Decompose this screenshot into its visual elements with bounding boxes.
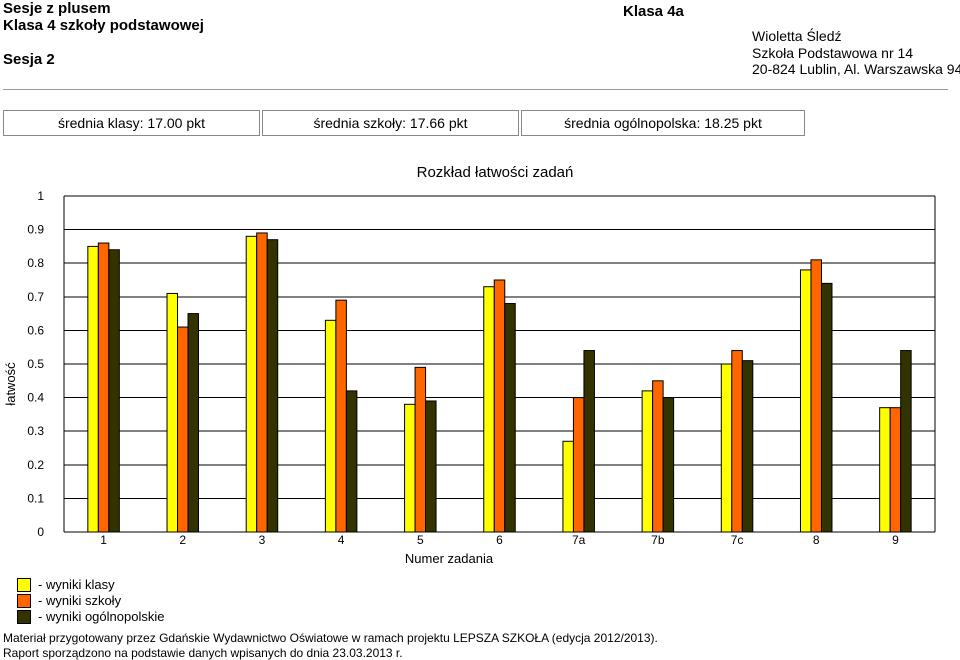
y-tick-label: 0.9 xyxy=(27,223,44,237)
bar xyxy=(187,313,200,533)
bar xyxy=(245,235,258,533)
bar xyxy=(741,360,754,533)
legend-swatch-national xyxy=(17,610,31,624)
bar xyxy=(108,249,120,533)
footer-date: Raport sporządzono na podstawie danych w… xyxy=(3,646,403,660)
y-axis-label: łatwość xyxy=(3,362,18,406)
y-tick-label: 0.6 xyxy=(27,323,44,337)
bar xyxy=(879,407,891,533)
bar xyxy=(900,350,912,533)
bar xyxy=(720,363,733,533)
bar xyxy=(562,440,574,533)
bar xyxy=(425,400,437,533)
class-average: średnia klasy: 17.00 pkt xyxy=(57,115,206,131)
legend-swatch-class xyxy=(17,578,31,592)
bar xyxy=(799,269,812,533)
school-name: Szkoła Podstawowa nr 14 xyxy=(752,44,914,61)
bar xyxy=(414,366,427,533)
header-separator xyxy=(3,89,948,90)
y-tick-label: 0.1 xyxy=(27,491,44,505)
x-axis-ticks: 1 2 3 4 5 6 7a 7b 7c 8 9 xyxy=(100,533,899,547)
school-average-box: średnia szkoły: 17.66 pkt xyxy=(262,110,519,136)
bar xyxy=(256,232,268,533)
y-tick-label: 0.4 xyxy=(27,391,44,405)
bar xyxy=(335,299,347,533)
legend-label-school: - wyniki szkoły xyxy=(38,593,122,608)
bar xyxy=(493,279,506,533)
bar xyxy=(87,245,99,533)
y-tick-label: 0.2 xyxy=(27,458,44,472)
x-tick-label: 8 xyxy=(813,533,820,547)
x-tick-label: 1 xyxy=(100,533,107,547)
legend-label-class: - wyniki klasy xyxy=(38,577,115,592)
bar xyxy=(572,397,585,533)
bar xyxy=(177,326,189,533)
national-average: średnia ogólnopolska: 18.25 pkt xyxy=(564,115,762,131)
bar xyxy=(889,407,902,533)
y-tick-label: 0.7 xyxy=(27,290,44,304)
chart-title: Rozkład łatwości zadań xyxy=(417,164,574,181)
bar xyxy=(97,242,110,533)
bar xyxy=(731,350,743,533)
x-tick-label: 4 xyxy=(338,533,345,547)
teacher-name: Wioletta Śledź xyxy=(752,28,842,44)
bar xyxy=(166,292,179,533)
bar xyxy=(662,397,675,533)
difficulty-chart: Rozkład łatwości zadań Numer zadania łat… xyxy=(3,164,936,566)
legend-swatch-school xyxy=(17,594,31,608)
y-tick-label: 0 xyxy=(37,525,44,539)
x-tick-label: 7b xyxy=(651,533,665,547)
x-tick-label: 5 xyxy=(417,533,424,547)
school-info: Wioletta Śledź Szkoła Podstawowa nr 14 2… xyxy=(752,28,960,78)
national-average-box: średnia ogólnopolska: 18.25 pkt xyxy=(521,110,805,136)
legend-label-national: - wyniki ogólnopolskie xyxy=(38,609,165,624)
report-header: Sesje z plusem Klasa 4 szkoły podstawowe… xyxy=(3,0,204,68)
session-label: Sesja 2 xyxy=(3,51,55,68)
bar xyxy=(652,380,664,533)
bar xyxy=(504,303,516,533)
y-tick-label: 0.3 xyxy=(27,424,44,438)
bar xyxy=(583,350,595,533)
bar xyxy=(345,390,358,533)
x-tick-label: 3 xyxy=(259,533,266,547)
x-tick-label: 9 xyxy=(892,533,899,547)
y-tick-label: 0.5 xyxy=(27,357,44,371)
bar xyxy=(324,319,337,533)
report-subtitle: Klasa 4 szkoły podstawowej xyxy=(3,17,204,34)
school-average: średnia szkoły: 17.66 pkt xyxy=(313,115,468,131)
bar xyxy=(483,286,495,533)
y-tick-label: 1 xyxy=(37,189,44,203)
report-title: Sesje z plusem xyxy=(3,0,111,17)
x-tick-label: 7a xyxy=(572,533,586,547)
class-average-box: średnia klasy: 17.00 pkt xyxy=(3,110,260,136)
chart-bars xyxy=(87,232,912,533)
bar xyxy=(641,390,654,533)
x-tick-label: 7c xyxy=(731,533,744,547)
footer-note: Materiał przygotowany przez Gdańskie Wyd… xyxy=(3,631,658,645)
bar xyxy=(266,239,279,533)
bar xyxy=(810,259,822,533)
x-axis-label: Numer zadania xyxy=(405,551,494,566)
y-tick-label: 0.8 xyxy=(27,256,44,270)
school-address: 20-824 Lublin, Al. Warszawska 94 xyxy=(752,61,960,77)
x-tick-label: 6 xyxy=(496,533,503,547)
bar xyxy=(404,403,416,533)
bar xyxy=(820,282,833,533)
class-name: Klasa 4a xyxy=(623,3,684,20)
x-tick-label: 2 xyxy=(179,533,186,547)
y-axis-ticks: 0 0.1 0.2 0.3 0.4 0.5 0.6 0.7 0.8 0.9 1 xyxy=(27,189,44,539)
